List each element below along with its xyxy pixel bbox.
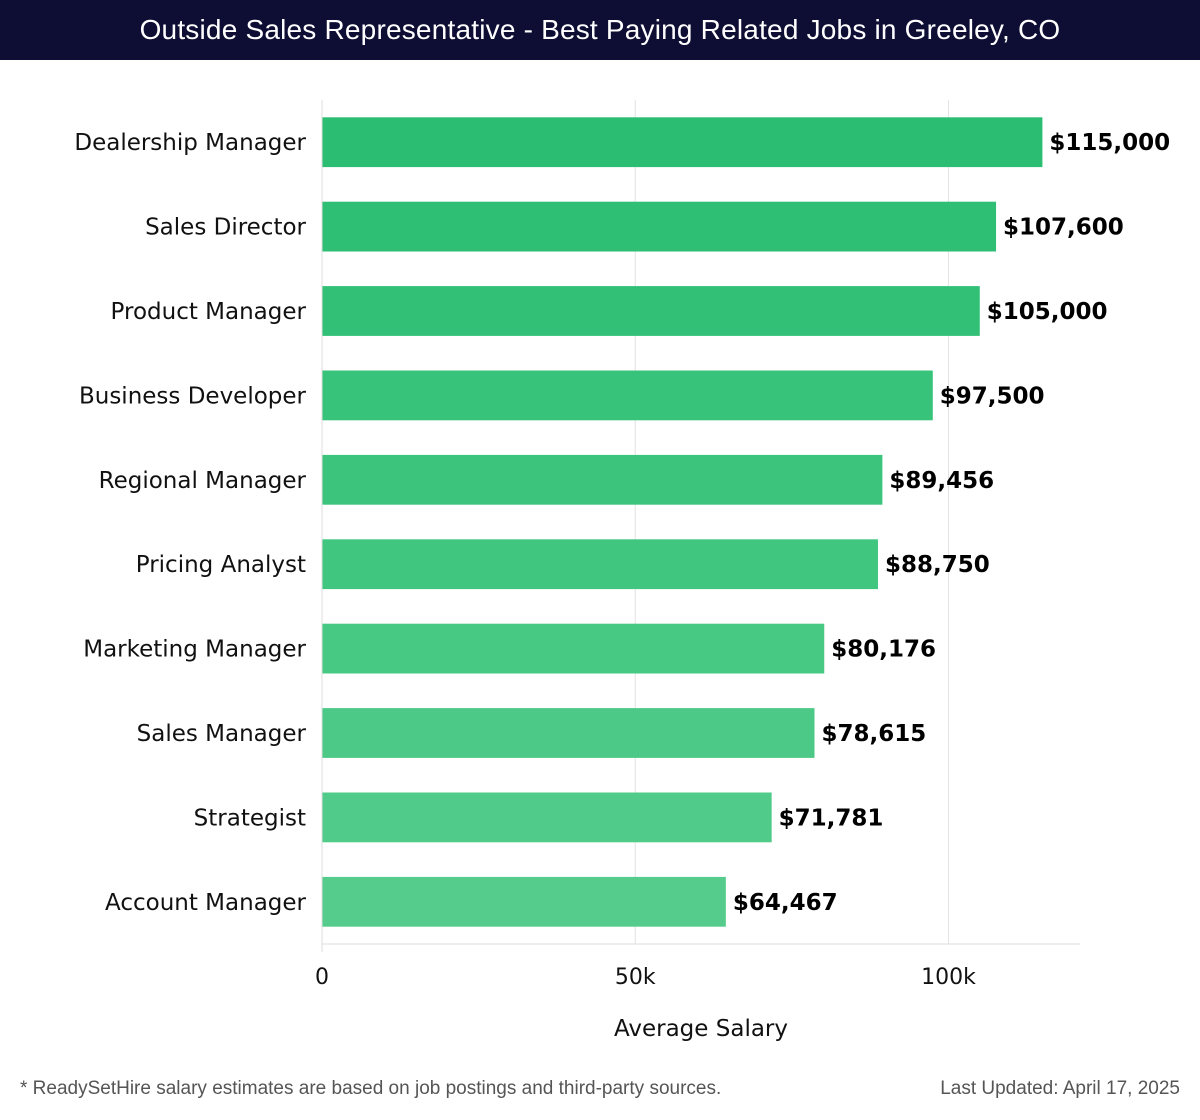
footer-updated: Last Updated: April 17, 2025 — [940, 1078, 1180, 1099]
x-tick-label: 50k — [615, 965, 656, 990]
category-label: Regional Manager — [99, 468, 307, 494]
category-label: Sales Director — [145, 215, 306, 241]
category-label: Product Manager — [111, 299, 307, 325]
bar — [322, 286, 980, 336]
data-label: $78,615 — [821, 721, 926, 747]
bar — [322, 201, 997, 252]
bars — [322, 117, 1043, 927]
category-label: Marketing Manager — [83, 637, 306, 663]
data-label: $88,750 — [885, 552, 990, 578]
category-label: Account Manager — [105, 890, 307, 916]
bar — [322, 370, 933, 421]
x-tick-label: 0 — [315, 965, 329, 990]
category-label: Strategist — [194, 805, 306, 831]
chart-title: Outside Sales Representative - Best Payi… — [139, 14, 1061, 45]
data-label: $80,176 — [831, 637, 936, 663]
data-label: $89,456 — [889, 468, 994, 494]
bar — [322, 792, 772, 843]
data-label: $107,600 — [1003, 215, 1124, 241]
data-label: $105,000 — [987, 299, 1108, 325]
category-label: Pricing Analyst — [136, 552, 306, 578]
bar — [322, 454, 883, 505]
data-label: $97,500 — [940, 383, 1045, 409]
bar — [322, 876, 726, 927]
x-axis-title: Average Salary — [614, 1016, 788, 1042]
bar — [322, 623, 825, 674]
data-label: $64,467 — [733, 890, 838, 916]
chart-header: Outside Sales Representative - Best Payi… — [0, 0, 1200, 60]
bar — [322, 117, 1043, 168]
bar-chart: 0 50k 100k Dealership Manager $115,000 Sales … — [74, 100, 1170, 1042]
labels: 0 50k 100k Dealership Manager $115,000 Sales … — [74, 130, 1170, 1042]
category-label: Dealership Manager — [74, 130, 306, 156]
data-label: $115,000 — [1049, 130, 1170, 156]
x-tick-label: 100k — [921, 965, 976, 990]
bar — [322, 708, 815, 758]
category-label: Sales Manager — [137, 721, 307, 747]
bar — [322, 539, 878, 590]
data-label: $71,781 — [779, 805, 884, 831]
axes — [321, 100, 1080, 952]
footer-note: * ReadySetHire salary estimates are base… — [20, 1078, 722, 1099]
category-label: Business Developer — [79, 383, 307, 409]
